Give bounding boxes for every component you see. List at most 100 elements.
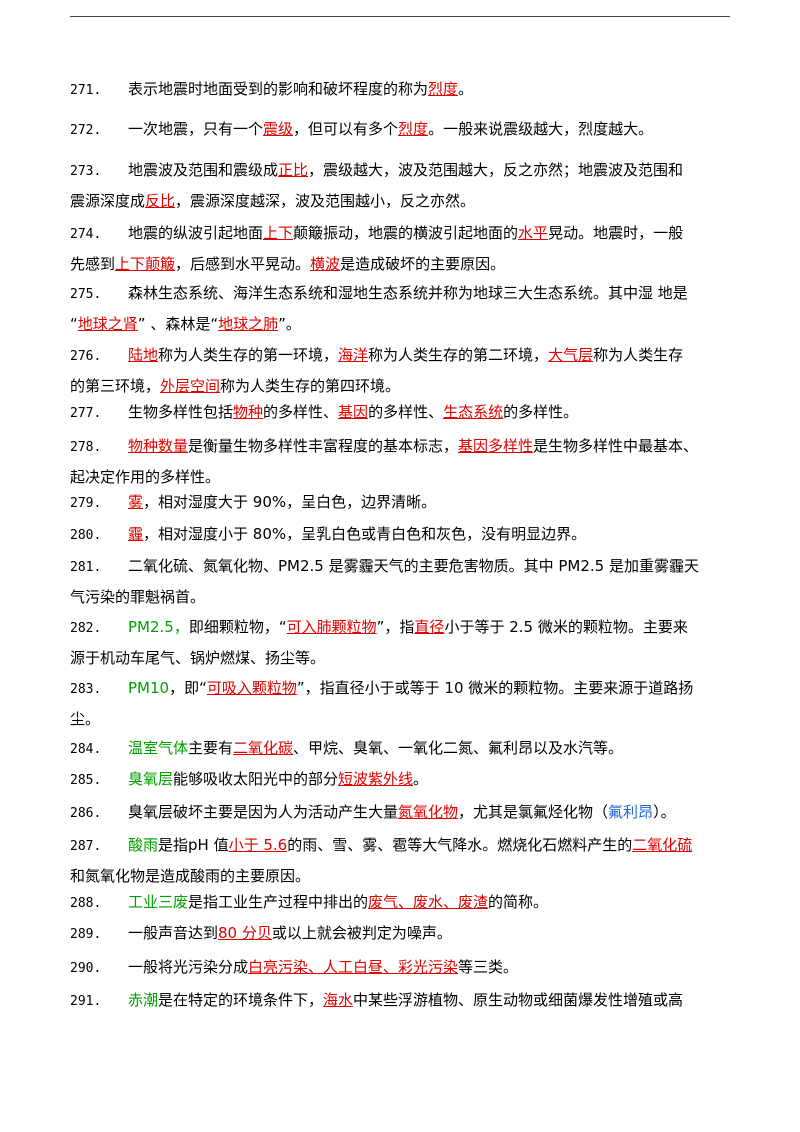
text-run: 。	[413, 770, 429, 788]
item-number: 273.	[70, 164, 102, 179]
text-run: 气污染的罪魁祸首。	[70, 588, 206, 606]
highlight-term: 工业三废	[128, 893, 189, 911]
text-run: 二氧化硫、氮氧化物、PM2.5 是雾霾天气的主要危害物质。其中 PM2.5 是加…	[128, 557, 699, 575]
text-run: ”，指直径小于或等于 10 微米的颗粒物。主要来源于道路扬	[296, 679, 694, 697]
list-item-line: 290. 一般将光污染分成白亮污染、人工白昼、彩光污染等三类。	[70, 952, 730, 984]
text-run: 称为人类生存的第二环境，	[368, 346, 549, 364]
key-term: 雾	[128, 493, 144, 511]
key-term: 海洋	[338, 346, 369, 364]
text-run: 晃动。地震时，一般	[548, 224, 684, 242]
text-run: 。一般来说震级越大，烈度越大。	[428, 120, 654, 138]
key-term: 烈度	[398, 120, 429, 138]
list-item-line: 276. 陆地称为人类生存的第一环境，海洋称为人类生存的第二环境，大气层称为人类生…	[70, 340, 730, 372]
text-run: 的第三环境，	[70, 377, 161, 395]
item-number: 279.	[70, 496, 102, 511]
highlight-term: 酸雨	[128, 836, 159, 854]
list-item-line: 气污染的罪魁祸首。	[70, 582, 730, 612]
key-term: 基因多样性	[458, 437, 534, 455]
key-term: 大气层	[548, 346, 594, 364]
text-run: 表示地震时地面受到的影响和破坏程度的称为	[128, 80, 429, 98]
list-item-line: 272. 一次地震，只有一个震级，但可以有多个烈度。一般来说震级越大，烈度越大。	[70, 114, 730, 146]
list-item-line: 271. 表示地震时地面受到的影响和破坏程度的称为烈度。	[70, 74, 730, 106]
key-term: 地球之肺	[218, 315, 279, 333]
key-term: 上下颠簸	[115, 255, 176, 273]
highlight-term: 温室气体	[128, 739, 189, 757]
text-run: 一般将光污染分成	[128, 958, 249, 976]
text-run: 等三类。	[458, 958, 519, 976]
key-term: 上下	[263, 224, 294, 242]
list-item-line: 尘。	[70, 704, 730, 734]
key-term: 小于 5.6	[228, 836, 288, 854]
list-item-line: 289. 一般声音达到80 分贝或以上就会被判定为噪声。	[70, 918, 730, 950]
key-term: 烈度	[428, 80, 459, 98]
highlight-term: 赤潮	[128, 991, 159, 1009]
key-term: 正比	[278, 161, 309, 179]
key-term: 反比	[145, 192, 176, 210]
text-run: 即细颗粒物，“	[188, 618, 287, 636]
item-number: 288.	[70, 896, 102, 911]
text-run: 是造成破坏的主要原因。	[340, 255, 506, 273]
highlight-term: 臭氧层	[128, 770, 174, 788]
key-term: 短波紫外线	[338, 770, 414, 788]
text-run: “	[70, 315, 78, 333]
item-number: 280.	[70, 528, 102, 543]
item-number: 282.	[70, 621, 102, 636]
key-term: 氮氧化物	[398, 803, 459, 821]
list-item-line: 273. 地震波及范围和震级成正比，震级越大，波及范围越大，反之亦然；地震波及范围…	[70, 155, 730, 187]
item-number: 271.	[70, 83, 102, 98]
item-number: 285.	[70, 773, 102, 788]
text-run: ，但可以有多个	[293, 120, 399, 138]
text-run: 森林生态系统、海洋生态系统和湿地生态系统并称为地球三大生态系统。其中湿 地是	[128, 284, 688, 302]
key-term: 物种	[233, 403, 264, 421]
text-run: 是在特定的环境条件下，	[158, 991, 324, 1009]
item-number: 291.	[70, 994, 102, 1009]
key-term: 可入肺颗粒物	[286, 618, 377, 636]
list-item-line: 278. 物种数量是衡量生物多样性丰富程度的基本标志，基因多样性是生物多样性中最基…	[70, 431, 730, 463]
text-run: 地震波及范围和震级成	[128, 161, 279, 179]
text-run: 中某些浮游植物、原生动物或细菌爆发性增殖或高	[353, 991, 684, 1009]
text-run: 源于机动车尾气、锅炉燃煤、扬尘等。	[70, 649, 326, 667]
item-number: 283.	[70, 682, 102, 697]
key-term: 地球之肾	[77, 315, 138, 333]
text-run: 。	[458, 80, 474, 98]
item-number: 281.	[70, 560, 102, 575]
text-run: 是衡量生物多样性丰富程度的基本标志，	[188, 437, 459, 455]
list-item-line: 288. 工业三废是指工业生产过程中排出的废气、废水、废渣的简称。	[70, 887, 730, 919]
key-term: 海水	[323, 991, 354, 1009]
highlight-term: PM2.5，	[128, 618, 189, 636]
key-term: 二氧化硫	[632, 836, 693, 854]
list-item-line: 震源深度成反比，震源深度越深，波及范围越小，反之亦然。	[70, 186, 730, 216]
key-term: 废气、废水、废渣	[368, 893, 489, 911]
key-term: 80 分贝	[218, 924, 272, 942]
text-run: ”，指	[376, 618, 415, 636]
key-term: 基因	[338, 403, 369, 421]
text-run: 臭氧层破坏主要是因为人为活动产生大量	[128, 803, 399, 821]
text-run: 地震的纵波引起地面	[128, 224, 264, 242]
list-item-line: 287. 酸雨是指pH 值小于 5.6的雨、雪、雾、雹等大气降水。燃烧化石燃料产生…	[70, 830, 730, 862]
item-number: 289.	[70, 927, 102, 942]
text-run: ）。	[653, 803, 676, 821]
key-term: 震级	[263, 120, 294, 138]
list-item-line: 283. PM10，即“可吸入颗粒物”，指直径小于或等于 10 微米的颗粒物。主要…	[70, 673, 730, 705]
text-run: 和氮氧化物是造成酸雨的主要原因。	[70, 867, 311, 885]
text-run: 是生物多样性中最基本、	[533, 437, 699, 455]
list-item-line: 285. 臭氧层能够吸收太阳光中的部分短波紫外线。	[70, 764, 730, 796]
list-item-line: 和氮氧化物是造成酸雨的主要原因。	[70, 861, 730, 891]
item-number: 272.	[70, 123, 102, 138]
list-item-line: 282. PM2.5，即细颗粒物，“可入肺颗粒物”，指直径小于等于 2.5 微米的…	[70, 612, 730, 644]
item-number: 274.	[70, 227, 102, 242]
text-run: 是指pH 值	[158, 836, 229, 854]
list-item-line: 源于机动车尾气、锅炉燃煤、扬尘等。	[70, 643, 730, 673]
text-run: 先感到	[70, 255, 116, 273]
key-term: 水平	[518, 224, 549, 242]
text-run: 起决定作用的多样性。	[70, 468, 221, 486]
text-run: 的多样性、	[368, 403, 444, 421]
text-run: 、甲烷、臭氧、一氧化二氮、氟利昂以及水汽等。	[293, 739, 624, 757]
item-number: 278.	[70, 440, 102, 455]
text-run: 或以上就会被判定为噪声。	[271, 924, 452, 942]
list-item-line: 279. 雾，相对湿度大于 90%，呈白色，边界清晰。	[70, 487, 730, 519]
text-run: 小于等于 2.5 微米的颗粒物。主要来	[444, 618, 688, 636]
list-item-line: 286. 臭氧层破坏主要是因为人为活动产生大量氮氧化物，尤其是氯氟烃化物（氟利昂）…	[70, 797, 730, 829]
list-item-line: “地球之肾” 、森林是“地球之肺”。	[70, 309, 730, 339]
list-item-line: 280. 霾，相对湿度小于 80%，呈乳白色或青白色和灰色，没有明显边界。	[70, 519, 730, 551]
